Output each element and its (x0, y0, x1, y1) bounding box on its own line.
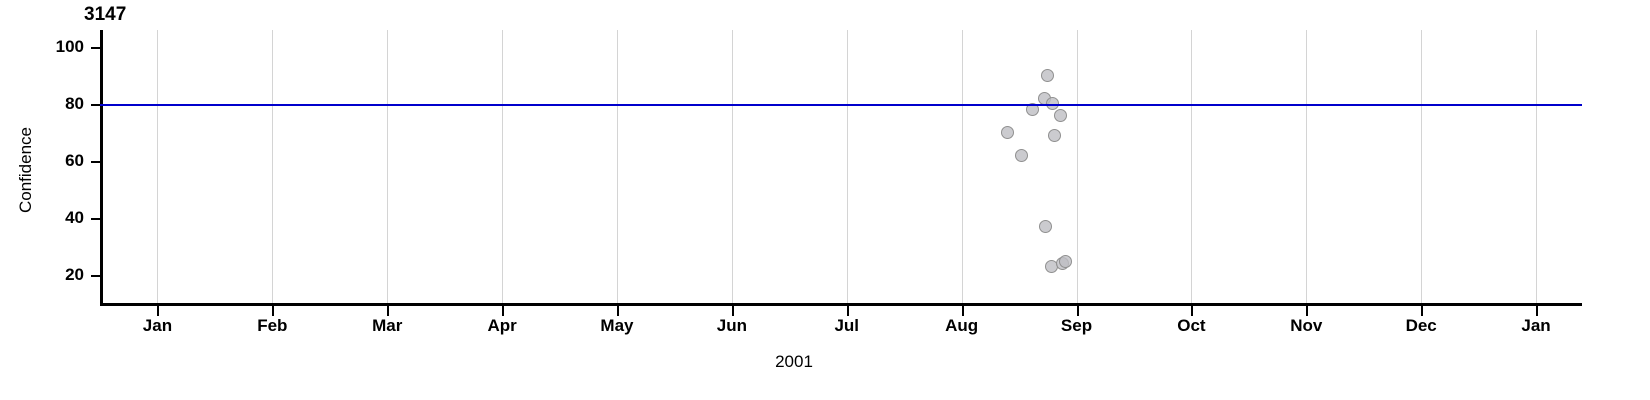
x-tick-mark-7 (961, 306, 964, 316)
y-tick-mark-100 (91, 47, 100, 50)
data-point[interactable] (1058, 255, 1072, 269)
reference-line-confidence-threshold (100, 103, 1582, 106)
y-tick-label-20: 20 (65, 264, 84, 284)
gridline-sep-8 (1076, 30, 1078, 303)
x-tick-label-sep-8: Sep (1060, 316, 1093, 335)
x-tick-mark-10 (1306, 306, 1309, 316)
x-tick-mark-8 (1076, 306, 1079, 316)
x-tick-label-feb-1: Feb (257, 316, 288, 335)
data-point[interactable] (1001, 125, 1015, 139)
y-tick-label-wrap-20: 20 (0, 266, 84, 284)
x-tick-mark-6 (846, 306, 849, 316)
x-axis-label: 2001 (0, 352, 1650, 372)
x-tick-label-dec-11: Dec (1405, 316, 1437, 335)
gridline-nov-10 (1306, 30, 1308, 303)
data-point[interactable] (1041, 69, 1055, 82)
x-tick-mark-5 (731, 306, 734, 316)
y-tick-label-wrap-80: 80 (0, 95, 84, 113)
y-axis-line (100, 30, 103, 305)
data-point[interactable] (1026, 103, 1040, 117)
data-point[interactable] (1014, 148, 1028, 162)
x-axis-line (100, 303, 1582, 306)
y-tick-label-80: 80 (65, 93, 84, 113)
gridline-jul-6 (846, 30, 848, 303)
gridline-feb-1 (272, 30, 274, 303)
y-tick-label-wrap-60: 60 (0, 152, 84, 170)
gridline-oct-9 (1191, 30, 1193, 303)
gridline-jun-5 (731, 30, 733, 303)
x-tick-label-apr-3: Apr (487, 316, 517, 335)
x-tick-mark-9 (1191, 306, 1194, 316)
x-tick-label-jul-6: Jul (834, 316, 860, 335)
gridline-aug-7 (961, 30, 963, 303)
gridline-dec-11 (1421, 30, 1423, 303)
y-tick-label-40: 40 (65, 207, 84, 227)
data-point[interactable] (1048, 128, 1062, 142)
gridline-mar-2 (387, 30, 389, 303)
x-tick-mark-0 (157, 306, 160, 316)
x-tick-label-jan-12: Jan (1521, 316, 1551, 335)
y-tick-mark-20 (91, 274, 100, 277)
x-tick-label-oct-9: Oct (1177, 316, 1206, 335)
x-tick-label-jun-5: Jun (716, 316, 747, 335)
y-tick-label-100: 100 (55, 37, 84, 57)
y-tick-mark-60 (91, 160, 100, 163)
y-tick-mark-80 (91, 103, 100, 106)
x-tick-mark-12 (1536, 306, 1539, 316)
x-tick-mark-4 (616, 306, 619, 316)
x-tick-label-jan-0: Jan (142, 316, 173, 335)
x-tick-mark-1 (272, 306, 275, 316)
x-tick-label-may-4: May (600, 316, 634, 335)
x-tick-label-mar-2: Mar (372, 316, 403, 335)
y-tick-mark-40 (91, 217, 100, 220)
data-point[interactable] (1038, 219, 1052, 233)
x-tick-mark-3 (502, 306, 505, 316)
gridline-jan-12 (1536, 30, 1538, 303)
y-tick-label-wrap-40: 40 (0, 209, 84, 227)
x-tick-label-nov-10: Nov (1290, 316, 1323, 335)
data-point[interactable] (1053, 108, 1067, 122)
x-axis-label-text: 2001 (775, 352, 813, 371)
x-tick-mark-2 (387, 306, 390, 316)
y-tick-label-wrap-100: 100 (0, 38, 84, 56)
gridline-apr-3 (502, 30, 504, 303)
y-tick-label-60: 60 (65, 150, 84, 170)
gridline-jan-0 (157, 30, 159, 303)
chart-title: 3147 (84, 4, 127, 25)
x-tick-label-aug-7: Aug (945, 316, 979, 335)
gridline-may-4 (616, 30, 618, 303)
x-tick-mark-11 (1421, 306, 1424, 316)
